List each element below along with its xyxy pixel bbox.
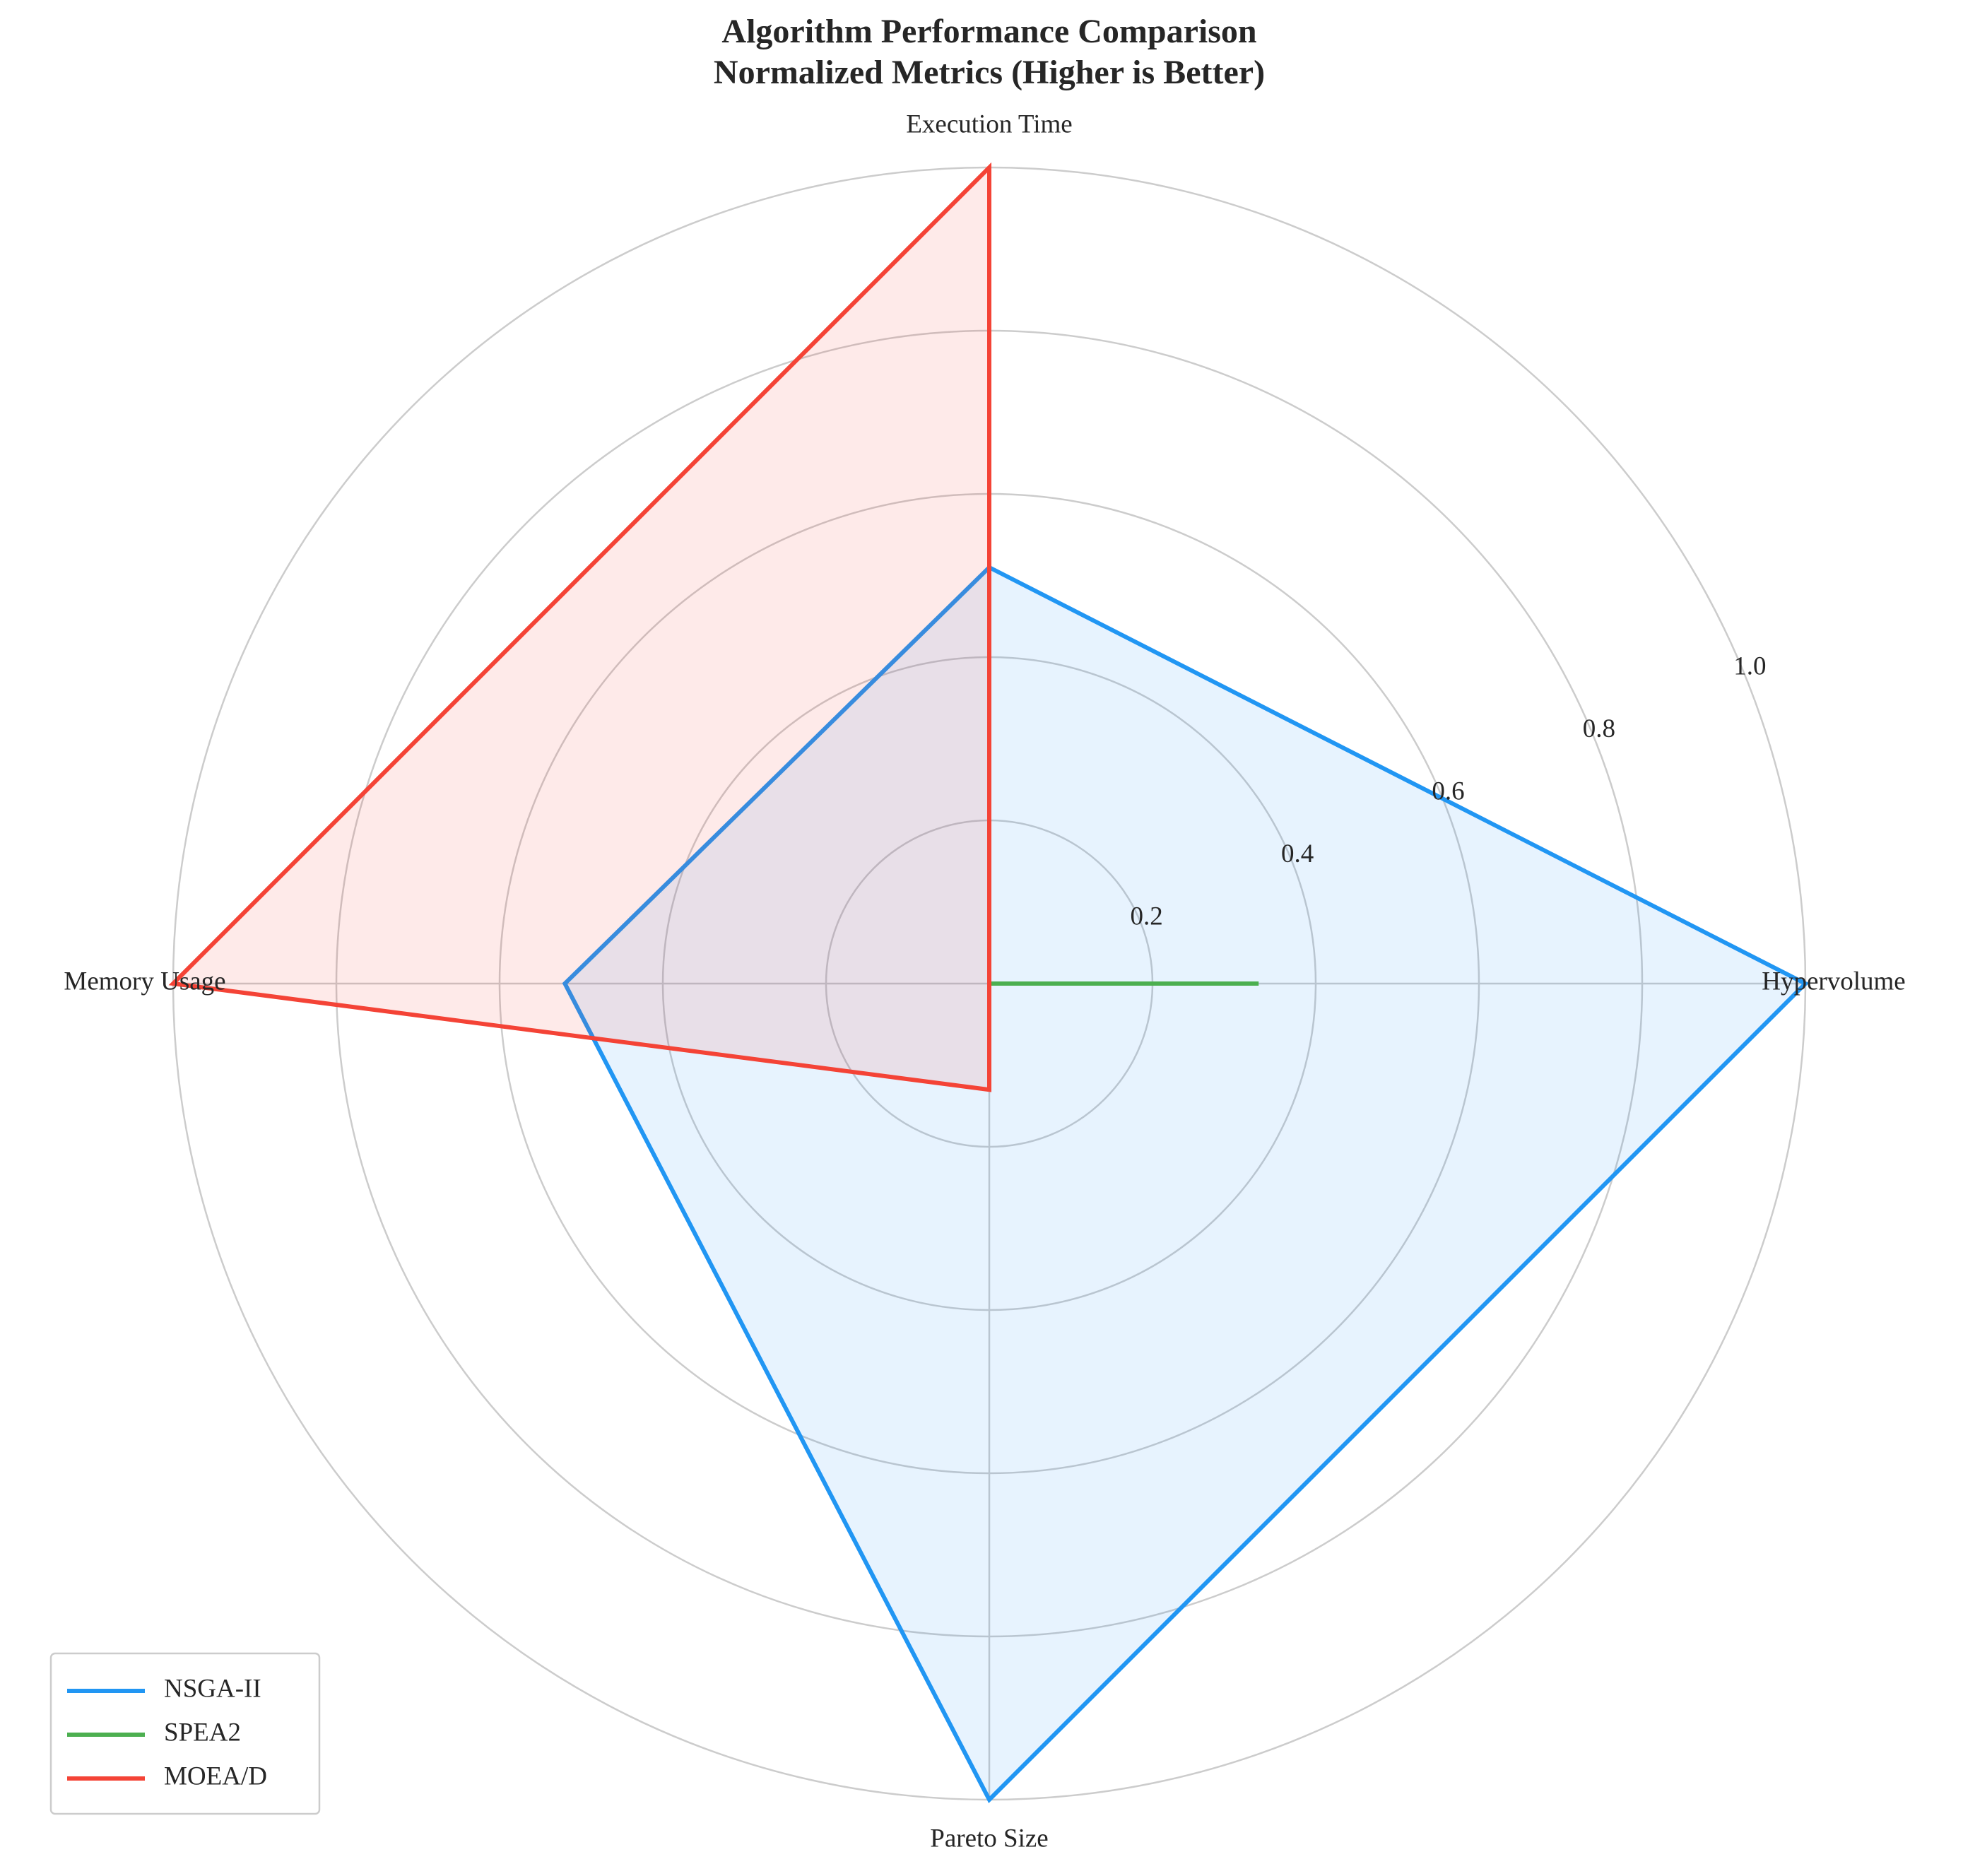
series-line <box>168 162 991 1092</box>
chart-subtitle: Normalized Metrics (Higher is Better) <box>714 54 1265 91</box>
axis-label: Hypervolume <box>1762 967 1905 996</box>
axis-label: Pareto Size <box>930 1824 1048 1853</box>
legend-frame <box>49 1652 321 1815</box>
radial-tick-label: 0.8 <box>1583 714 1615 743</box>
axis-label: Memory Usage <box>64 967 225 996</box>
radial-tick-label: 0.4 <box>1281 839 1314 868</box>
legend-label: MOEA/D <box>164 1762 267 1791</box>
series-line <box>562 565 1810 1804</box>
radial-tick-label: 0.6 <box>1432 777 1464 806</box>
series-fill <box>173 167 989 1090</box>
series-fill <box>565 567 1805 1800</box>
legend-label: SPEA2 <box>164 1718 241 1747</box>
legend: NSGA-II SPEA2 MOEA/D <box>49 1652 321 1815</box>
radial-tick-label: 1.0 <box>1733 652 1766 681</box>
radial-tick-label: 0.2 <box>1131 902 1163 931</box>
radial-tick-labels: 0.2 0.4 0.6 0.8 1.0 <box>1131 652 1767 931</box>
axis-labels: Hypervolume Execution Time Memory Usage Par… <box>64 110 1905 1853</box>
legend-label: NSGA-II <box>164 1674 261 1703</box>
legend-items: NSGA-II SPEA2 MOEA/D <box>67 1674 267 1791</box>
chart-title: Algorithm Performance Comparison <box>721 13 1256 50</box>
series-layer <box>168 162 1810 1804</box>
axis-label: Execution Time <box>906 110 1072 138</box>
